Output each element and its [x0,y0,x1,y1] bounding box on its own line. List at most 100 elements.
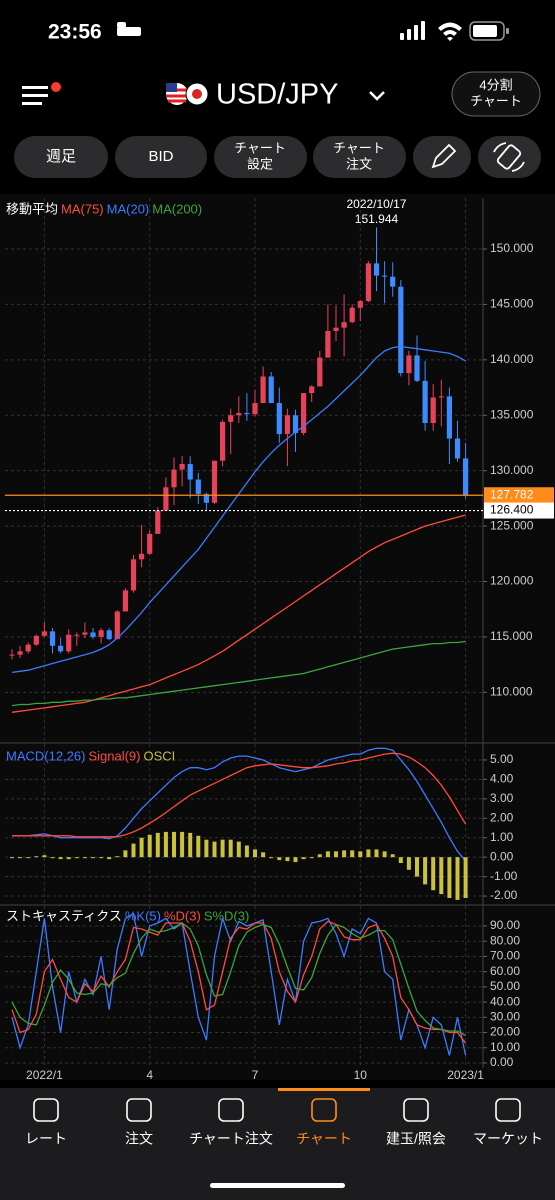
candle-body [430,397,436,424]
pencil-icon [431,143,457,169]
candle-body [463,458,469,496]
button-label[interactable]: チャート [234,140,286,155]
price-button[interactable] [115,136,207,178]
pair-selector[interactable]: USD/JPY [166,79,385,111]
bar [415,857,419,877]
x-tick-label: 10 [354,1068,368,1082]
price-label: 126.400 [490,503,534,517]
y-tick-label: 4.00 [490,772,514,786]
status-icons [117,21,509,41]
candle-body [398,286,404,374]
button-label[interactable]: BID [148,148,173,165]
candle-body [236,413,242,416]
candle-body [49,631,56,646]
annotation-date: 2022/10/17 [346,197,406,211]
candle-body [252,403,258,415]
tab-label[interactable]: チャート注文 [189,1131,273,1147]
button-label[interactable]: 注文 [346,156,372,171]
candle-body [74,634,80,636]
y-tick-label: -2.00 [490,888,518,902]
candle-body [438,396,444,398]
x-tick-label: 4 [146,1068,153,1082]
bar [139,837,144,858]
bar [26,857,31,859]
bar [374,849,379,858]
bar [390,854,395,858]
candle-body [414,355,420,381]
y-tick-label: 150.000 [490,241,534,255]
menu-button[interactable] [22,82,61,105]
tab-label[interactable]: レート [25,1131,67,1147]
bar [42,855,47,858]
bar [350,850,355,858]
x-tick-label: 2023/1 [447,1068,484,1082]
candle-body [284,415,290,435]
button-label[interactable]: チャート [470,93,522,108]
bar [204,839,209,858]
candle-body [187,464,193,480]
candle-body [220,421,226,461]
bar [10,857,14,859]
bar [212,841,217,858]
bar [180,831,185,858]
candle-body [147,533,153,554]
tab-items: レート 注文 チャート注文 チャート 建玉/照会 マーケット [25,1088,543,1147]
split-chart-button[interactable]: 4分割 チャート [451,71,541,117]
draw-button[interactable] [413,136,471,178]
bar [285,857,290,862]
tab-label[interactable]: 建玉/照会 [386,1131,446,1147]
tab-label[interactable]: マーケット [473,1131,543,1147]
y-tick-label: 50.00 [490,979,520,993]
y-tick-label: 120.000 [490,574,534,588]
bar [463,857,468,899]
pair-name[interactable]: USD/JPY [216,79,338,111]
button-label[interactable]: 設定 [247,156,273,171]
annotation-value: 151.944 [355,212,399,226]
candle-body [349,307,355,323]
candle-body [171,469,177,488]
bar [447,857,452,899]
y-tick-label: 0.00 [490,1055,514,1069]
y-tick-label: 10.00 [490,1040,520,1054]
bar [82,857,87,859]
bar [244,845,249,858]
candle-body [309,386,315,394]
settings-button[interactable] [214,136,307,178]
y-tick-label: 110.000 [490,685,533,699]
active-indicator [278,1088,370,1091]
y-tick-label: 20.00 [490,1025,520,1039]
legend-entry: Signal(9) [88,748,140,763]
y-tick-label: 30.00 [490,1009,520,1023]
y-tick-label: 3.00 [490,791,514,805]
candle-body [292,415,299,433]
candle-body [382,275,388,277]
legend-entry: S%D(3) [204,908,250,923]
legend-entry: OSCI [144,748,176,763]
tab-icon [33,1098,59,1122]
bar [334,851,338,858]
tab-label[interactable]: チャート [296,1131,352,1147]
bar [131,843,136,858]
candle-body [203,493,209,503]
button-label[interactable]: チャート [333,140,385,155]
y-tick-label: 1.00 [490,830,514,844]
period-button[interactable] [14,136,108,178]
price-label-box [484,487,554,504]
line-series [12,747,467,862]
tab-label[interactable]: 注文 [125,1131,153,1147]
candle-body [122,590,128,612]
bar [74,857,79,859]
candle-body [139,553,145,560]
order-button[interactable] [313,136,406,178]
panel-title: ストキャスティクス [6,908,122,923]
line-series [11,345,466,674]
candle-body [41,631,47,636]
rotate-button[interactable] [478,136,541,178]
candle-body [195,479,201,494]
y-tick-label: 115.000 [490,629,533,643]
bar [172,831,176,858]
y-tick-label: 80.00 [490,933,520,947]
button-label[interactable]: 週足 [46,148,76,165]
bar [398,857,403,864]
button-label[interactable]: 4分割 [479,77,512,92]
